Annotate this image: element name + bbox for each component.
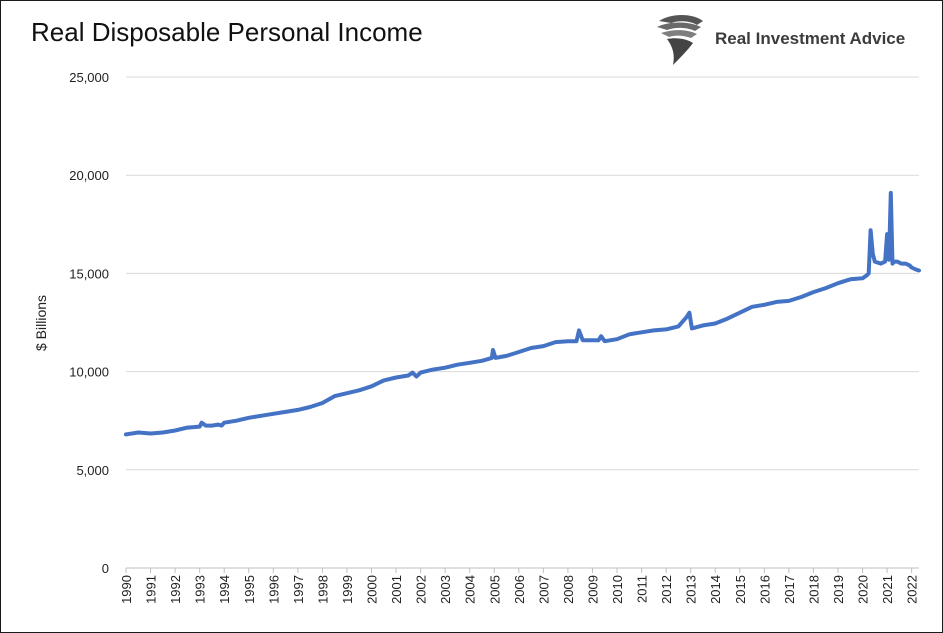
logo-text: Real Investment Advice (715, 29, 906, 48)
x-tick-label: 2010 (610, 575, 625, 604)
x-tick-labels: 1990 1991 1992 1993 1994 1995 1996 1997 1998 1999… (119, 568, 920, 604)
x-tick-label: 2021 (880, 575, 895, 604)
x-tick-label: 2009 (585, 575, 600, 604)
logo: Real Investment Advice (653, 11, 913, 67)
chart-title: Real Disposable Personal Income (31, 17, 423, 47)
y-axis-label: $ Billions (33, 295, 49, 351)
x-tick-label: 2007 (536, 575, 551, 604)
gridlines (126, 76, 919, 569)
x-tick-label: 1999 (340, 575, 355, 604)
x-tick-label: 2011 (635, 575, 650, 603)
x-tick-label: 2014 (708, 575, 723, 604)
y-tick-label: 25,000 (69, 70, 109, 85)
x-tick-label: 2002 (414, 575, 429, 604)
x-tick-label: 2005 (487, 575, 502, 604)
series-line (124, 190, 921, 437)
x-tick-label: 2012 (659, 575, 674, 604)
x-tick-label: 2015 (733, 575, 748, 604)
x-tick-label: 2017 (782, 575, 797, 604)
x-tick-label: 2003 (438, 575, 453, 604)
y-tick-label: 0 (102, 561, 109, 576)
x-tick-label: 1995 (242, 575, 257, 604)
y-tick-label: 20,000 (69, 168, 109, 183)
x-tick-label: 1998 (315, 575, 330, 604)
x-tick-label: 1991 (144, 575, 159, 604)
y-tick-labels: 0 5,000 10,000 15,000 20,000 25,000 (69, 70, 109, 576)
x-tick-label: 2004 (463, 575, 478, 604)
x-tick-label: 2018 (806, 575, 821, 604)
x-tick-label: 1997 (291, 575, 306, 604)
x-tick-label: 2020 (856, 575, 871, 604)
y-tick-label: 15,000 (69, 266, 109, 281)
x-tick-label: 2000 (365, 575, 380, 604)
x-tick-label: 2001 (389, 575, 404, 604)
x-tick-label: 2008 (561, 575, 576, 604)
x-tick-label: 2019 (831, 575, 846, 604)
eagle-head-icon (657, 15, 703, 65)
y-tick-label: 5,000 (76, 463, 109, 478)
x-tick-label: 1996 (266, 575, 281, 604)
x-tick-label: 2016 (757, 575, 772, 604)
x-tick-label: 1994 (217, 575, 232, 604)
x-tick-label: 1992 (168, 575, 183, 604)
x-tick-label: 2022 (905, 575, 920, 604)
x-tick-label: 2013 (684, 575, 699, 604)
y-tick-label: 10,000 (69, 365, 109, 380)
x-tick-label: 1993 (193, 575, 208, 604)
x-tick-label: 1990 (119, 575, 134, 604)
x-tick-label: 2006 (512, 575, 527, 604)
